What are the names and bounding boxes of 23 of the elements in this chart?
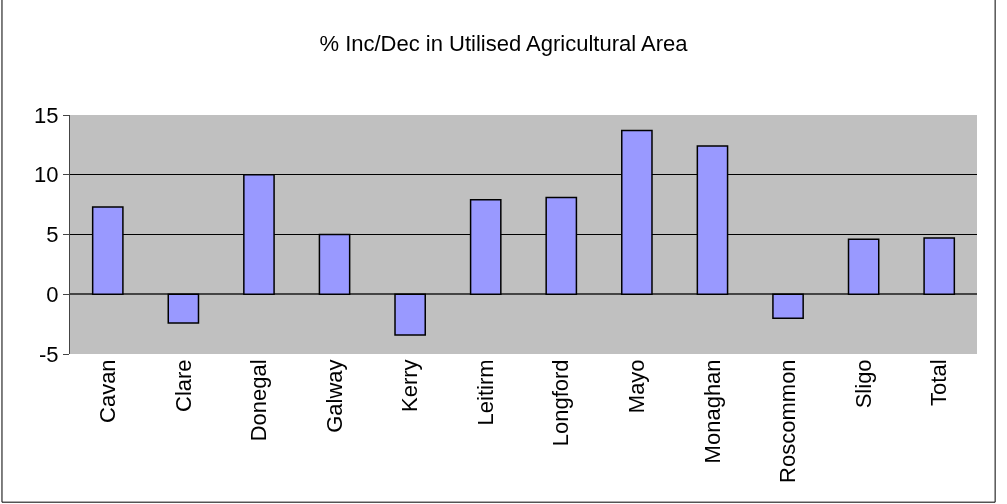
y-tick-label: 10 bbox=[34, 162, 59, 188]
y-tick-label: 5 bbox=[46, 222, 59, 248]
x-tick-label: Cavan bbox=[94, 359, 120, 423]
y-tick-label: -5 bbox=[39, 341, 59, 367]
x-tick-label: Leitirm bbox=[472, 359, 498, 426]
x-tick-label: Clare bbox=[170, 359, 196, 412]
x-tick-label: Donegal bbox=[246, 359, 272, 442]
x-tick-label: Mayo bbox=[624, 359, 650, 414]
x-tick-label: Galway bbox=[321, 359, 347, 433]
bar bbox=[167, 293, 200, 324]
bar bbox=[394, 293, 426, 336]
chart-title: % Inc/Dec in Utilised Agricultural Area bbox=[319, 30, 689, 56]
y-tick-label: 0 bbox=[46, 281, 59, 307]
bar bbox=[772, 293, 804, 319]
x-tick-label: Roscommon bbox=[775, 359, 801, 483]
x-tick-label: Longford bbox=[548, 359, 574, 447]
x-tick-label: Kerry bbox=[397, 359, 423, 412]
x-tick-label: Monaghan bbox=[699, 359, 725, 464]
bar bbox=[923, 237, 956, 295]
y-tick-label: 15 bbox=[34, 102, 59, 128]
bar bbox=[847, 238, 880, 295]
x-tick-label: Total bbox=[926, 359, 952, 406]
x-tick-label: Sligo bbox=[850, 359, 876, 409]
